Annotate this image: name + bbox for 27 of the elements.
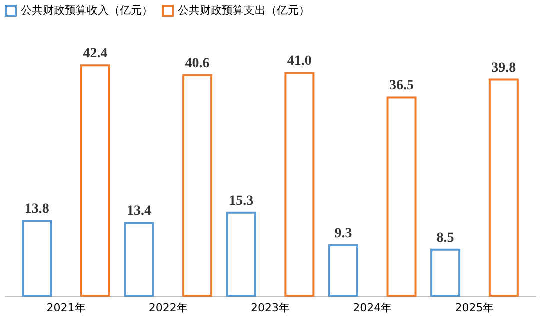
data-label: 40.6 bbox=[185, 56, 210, 72]
data-label: 13.4 bbox=[126, 204, 152, 220]
data-label: 41.0 bbox=[287, 54, 312, 70]
bar bbox=[226, 212, 256, 297]
bar bbox=[488, 78, 519, 297]
x-tick-label: 2025年 bbox=[455, 302, 494, 314]
data-label: 8.5 bbox=[436, 230, 454, 246]
data-label: 42.4 bbox=[83, 46, 108, 62]
x-tick-label: 2021年 bbox=[46, 302, 86, 314]
data-label: 9.3 bbox=[334, 226, 352, 242]
x-tick-label: 2022年 bbox=[148, 302, 188, 314]
legend-label: 公共财政预算支出（亿元） bbox=[178, 4, 310, 17]
bar bbox=[80, 64, 110, 297]
bar bbox=[386, 96, 417, 297]
bar bbox=[430, 248, 461, 297]
bar bbox=[328, 244, 358, 297]
bar bbox=[182, 74, 213, 297]
data-label: 15.3 bbox=[229, 194, 254, 209]
bar bbox=[284, 72, 315, 297]
x-tick-label: 2024年 bbox=[353, 302, 392, 314]
data-label: 13.8 bbox=[24, 202, 50, 218]
x-tick-label: 2023年 bbox=[251, 302, 290, 314]
bar bbox=[22, 220, 52, 297]
data-label: 36.5 bbox=[390, 78, 414, 94]
data-label: 39.8 bbox=[492, 60, 516, 76]
bar bbox=[124, 222, 154, 297]
legend-label: 公共财政预算收入（亿元） bbox=[21, 4, 153, 17]
